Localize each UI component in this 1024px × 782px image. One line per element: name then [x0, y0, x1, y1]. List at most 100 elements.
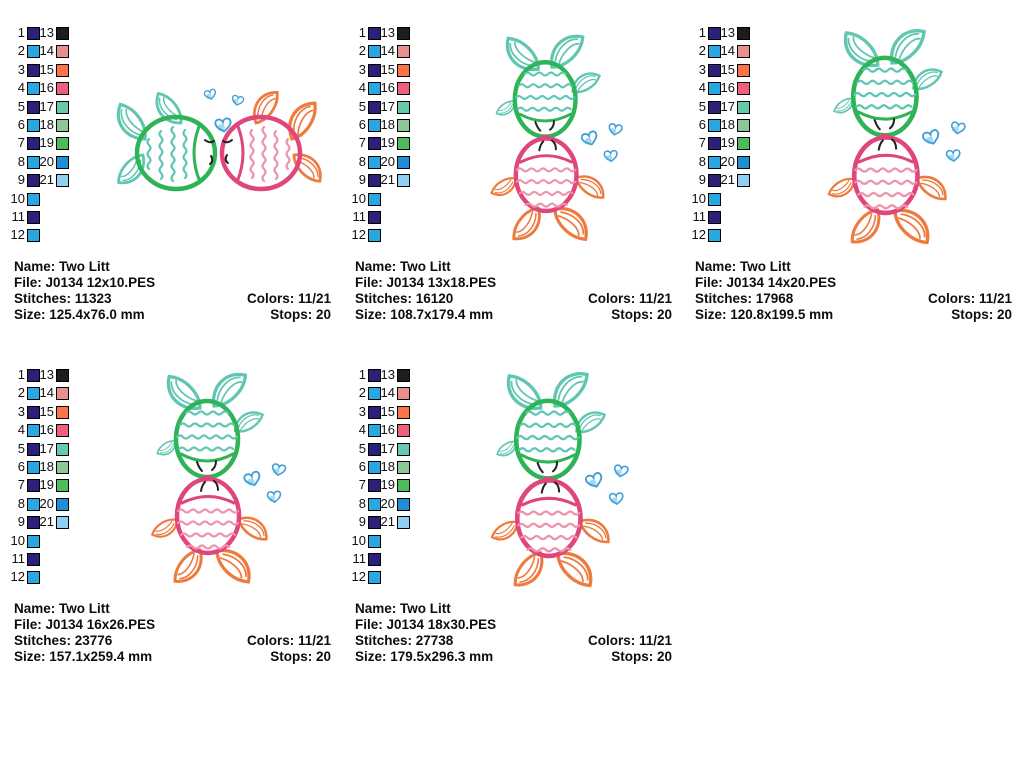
thread-number: 7	[17, 135, 25, 151]
thread-color-swatch	[368, 424, 381, 438]
thread-number: 2	[698, 43, 706, 59]
thread-palette: 1 2 3 4 5 6 7 8 9 10 11 12 13 14 15 16 17 18 19 20 21	[10, 368, 72, 590]
design-info: Name: Two Litt File: J0134 14x20.PES Sti…	[695, 259, 1012, 323]
thread-color-swatch	[368, 211, 381, 224]
thread-color-swatch	[56, 100, 69, 114]
thread-number: 1	[17, 367, 25, 382]
thread-color-swatch	[397, 63, 410, 77]
thread-number: 5	[358, 98, 366, 114]
thread-number: 4	[358, 422, 366, 438]
thread-number: 3	[358, 61, 366, 77]
thread-color-swatch	[397, 174, 410, 188]
design-file-line: File: J0134 14x20.PES	[695, 275, 837, 290]
thread-number: 21	[380, 172, 395, 188]
thread-number: 7	[358, 135, 366, 151]
thread-number: 1	[358, 25, 366, 40]
thread-color-swatch	[27, 100, 40, 114]
design-info: Name: Two Litt File: J0134 16x26.PES Sti…	[14, 601, 331, 665]
thread-color-swatch	[27, 405, 40, 419]
thread-color-swatch	[397, 155, 410, 169]
thread-color-swatch	[56, 369, 69, 382]
thread-color-swatch	[27, 534, 40, 548]
thread-number: 13	[39, 25, 54, 40]
thread-color-swatch	[368, 369, 381, 382]
thread-number: 15	[39, 403, 54, 419]
thread-color-swatch	[368, 534, 381, 548]
thread-color-swatch	[397, 369, 410, 382]
thread-color-swatch	[708, 100, 721, 114]
thread-number: 10	[10, 190, 25, 206]
thread-color-swatch	[56, 45, 69, 59]
thread-palette: 1 2 3 4 5 6 7 8 9 10 11 12 13 14 15 16 17 18 19 20 21	[351, 368, 413, 590]
thread-number: 12	[10, 227, 25, 243]
thread-number: 3	[17, 403, 25, 419]
thread-number: 11	[11, 551, 26, 566]
design-stops-line: Stops: 20	[270, 649, 331, 664]
thread-number: 13	[380, 25, 395, 40]
design-file-line: File: J0134 18x30.PES	[355, 617, 497, 632]
design-size-line: Size: 108.7x179.4 mm	[355, 307, 494, 322]
thread-color-swatch	[368, 461, 381, 474]
thread-number: 11	[11, 209, 26, 224]
thread-number: 6	[698, 117, 706, 132]
design-panel: 1 2 3 4 5 6 7 8 9 10 11 12 13 14 15 16 17 18 19 20 21 Name: …	[10, 22, 332, 323]
thread-number: 4	[698, 80, 706, 96]
thread-color-swatch	[368, 516, 381, 530]
thread-color-swatch	[27, 516, 40, 530]
thread-number: 1	[17, 25, 25, 40]
thread-number: 18	[380, 459, 395, 474]
thread-number: 16	[39, 80, 54, 96]
thread-number: 11	[692, 209, 707, 224]
thread-number: 14	[380, 385, 395, 401]
thread-number: 16	[380, 80, 395, 96]
thread-palette: 1 2 3 4 5 6 7 8 9 10 11 12 13 14 15 16 17 18 19 20 21	[351, 26, 413, 248]
thread-number: 13	[380, 367, 395, 382]
thread-color-swatch	[737, 45, 750, 59]
design-colors-line: Colors: 11/21	[587, 291, 672, 306]
thread-number: 11	[352, 551, 367, 566]
thread-color-swatch	[708, 174, 721, 188]
design-panel: 1 2 3 4 5 6 7 8 9 10 11 12 13 14 15 16 17 18 19 20 21 Name: …	[351, 22, 673, 323]
thread-color-swatch	[708, 229, 721, 243]
thread-number: 15	[380, 61, 395, 77]
thread-number: 17	[720, 98, 735, 114]
two-fish-kissing-vertical-design	[453, 366, 657, 601]
thread-number: 8	[17, 495, 25, 511]
thread-number: 18	[380, 117, 395, 132]
thread-color-swatch	[56, 479, 69, 493]
thread-color-swatch	[56, 461, 69, 474]
thread-number: 15	[39, 61, 54, 77]
thread-color-swatch	[737, 155, 750, 169]
thread-color-swatch	[368, 27, 381, 40]
design-colors-line: Colors: 11/21	[927, 291, 1012, 306]
thread-color-swatch	[368, 82, 381, 96]
thread-color-swatch	[708, 155, 721, 169]
thread-number: 2	[358, 43, 366, 59]
design-panel: 1 2 3 4 5 6 7 8 9 10 11 12 13 14 15 16 17 18 19 20 21 Name: …	[10, 364, 332, 664]
thread-number: 8	[358, 153, 366, 169]
thread-color-swatch	[27, 571, 40, 585]
thread-number: 14	[39, 43, 54, 59]
design-file-line: File: J0134 13x18.PES	[355, 275, 497, 290]
thread-color-swatch	[27, 497, 40, 511]
thread-number: 19	[380, 135, 395, 151]
thread-number: 12	[351, 569, 366, 585]
thread-color-swatch	[397, 442, 410, 456]
thread-number: 16	[720, 80, 735, 96]
design-name-line: Name: Two Litt	[355, 601, 451, 616]
thread-color-swatch	[368, 192, 381, 206]
thread-number: 17	[380, 440, 395, 456]
design-stops-line: Stops: 20	[951, 307, 1012, 322]
thread-color-swatch	[397, 45, 410, 59]
thread-color-swatch	[27, 82, 40, 96]
two-fish-kissing-vertical-design	[790, 23, 994, 258]
thread-color-swatch	[368, 229, 381, 243]
thread-number: 17	[39, 440, 54, 456]
thread-color-swatch	[27, 211, 40, 224]
thread-color-swatch	[368, 571, 381, 585]
thread-color-swatch	[397, 405, 410, 419]
thread-number: 13	[720, 25, 735, 40]
thread-number: 5	[17, 98, 25, 114]
thread-color-swatch	[397, 100, 410, 114]
thread-number: 12	[10, 569, 25, 585]
